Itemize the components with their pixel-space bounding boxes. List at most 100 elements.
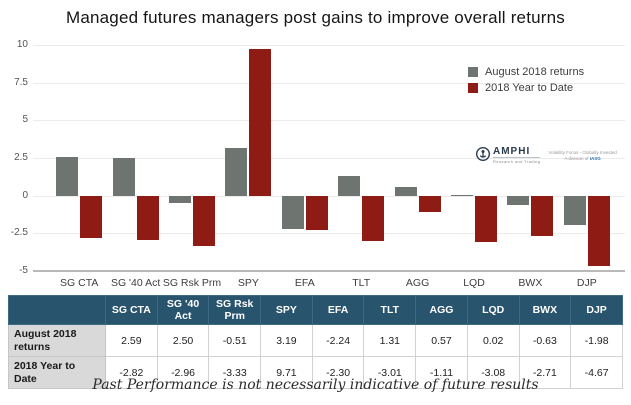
x-category-label-1: SG '40 Act: [110, 277, 161, 289]
table-header-sg-40-act: SG '40 Act: [156, 295, 210, 325]
bar-august-2: [169, 195, 191, 204]
gridline-y-7.5: [33, 82, 625, 84]
gridline-y-5: [33, 120, 625, 122]
bar-ytd-7: [475, 195, 497, 243]
bar-ytd-4: [305, 195, 328, 231]
legend-swatch-august: [468, 67, 478, 77]
table-cell-1-4: -2.30: [311, 356, 365, 390]
bar-ytd-5: [362, 195, 385, 241]
table-cell-0-6: 0.57: [415, 323, 468, 358]
amphi-tagline-1: Volatility Focus - Globally Invested: [548, 150, 617, 155]
y-tick-label-0: 0: [22, 189, 28, 201]
bar-august-1: [112, 158, 135, 196]
table-cell-1-9: -4.67: [570, 356, 623, 390]
table-row-label-1: 2018 Year to Date: [8, 356, 106, 390]
bar-ytd-6: [418, 195, 441, 213]
bar-ytd-0: [80, 195, 103, 239]
table-header-tlt: TLT: [363, 295, 417, 325]
x-category-label-6: AGG: [405, 277, 430, 289]
bar-august-8: [507, 195, 530, 206]
table-header-djp: DJP: [570, 295, 623, 325]
y-tick-label-2.5: 2.5: [14, 152, 28, 163]
performance-table-head: SG CTA SG '40 Act SG Rsk Prm SPY EFA TLT AGG LQ…: [8, 295, 623, 325]
amphi-logo-text: AMPHI Research and Trading: [493, 146, 541, 164]
table-cell-1-1: -2.96: [156, 356, 210, 390]
gridline-y-10: [33, 45, 625, 46]
x-category-label-5: TLT: [352, 277, 371, 289]
bar-august-4: [281, 195, 304, 230]
disclaimer-text: Past Performance is not necessarily indi…: [92, 377, 539, 393]
chart-legend: August 2018 returns 2018 Year to Date: [468, 66, 584, 98]
bar-ytd-1: [136, 195, 159, 241]
bar-ytd-9: [587, 195, 610, 267]
table-header-spy: SPY: [260, 295, 313, 325]
chart-title: Managed futures managers post gains to i…: [65, 8, 566, 27]
bar-august-3: [225, 147, 248, 196]
table-header-sg-cta: SG CTA: [105, 295, 158, 325]
performance-table-body: August 2018 returns 2.59 2.50 -0.51 3.19 -2.2…: [8, 323, 623, 390]
returns-bar-chart: Managed futures managers post gains to i…: [10, 8, 625, 289]
table-header-lqd: LQD: [466, 295, 520, 325]
bar-august-6: [394, 187, 417, 196]
legend-label-august: August 2018 returns: [485, 66, 585, 78]
x-category-label-3: SPY: [237, 277, 259, 289]
table-cell-1-5: -3.01: [363, 356, 417, 390]
table-cell-1-6: -1.11: [415, 356, 468, 390]
amphi-tagline-2: A division of IASG: [548, 156, 617, 162]
x-category-label-2: SG Rsk Prm: [162, 277, 222, 289]
table-header-agg: AGG: [415, 295, 468, 325]
amphi-logo-taglines: Volatility Focus - Globally Invested A d…: [548, 150, 617, 162]
bar-ytd-2: [193, 195, 215, 246]
x-category-label-8: BWX: [518, 277, 543, 289]
bar-ytd-8: [531, 195, 554, 237]
x-category-label-4: EFA: [294, 277, 315, 289]
table-row-0: August 2018 returns 2.59 2.50 -0.51 3.19 -2.2…: [8, 323, 623, 358]
table-cell-0-4: -2.24: [311, 323, 365, 358]
table-cell-1-8: -2.71: [518, 356, 572, 390]
amphi-logo-subtitle: Research and Trading: [493, 157, 541, 164]
gridline-y-0: [33, 195, 625, 197]
table-cell-0-5: 1.31: [363, 323, 417, 358]
legend-label-ytd: 2018 Year to Date: [485, 82, 574, 94]
legend-item-ytd: 2018 Year to Date: [468, 82, 584, 94]
y-tick-label-10: 10: [16, 39, 28, 50]
table-cell-1-2: -3.33: [208, 356, 262, 390]
table-cell-1-3: 9.71: [260, 356, 313, 390]
table-cell-0-9: -1.98: [570, 323, 623, 358]
amphi-tagline-2-link: IASG: [589, 156, 601, 161]
y-tick-label-5: 5: [22, 114, 28, 126]
bar-august-5: [338, 175, 361, 196]
performance-table: SG CTA SG '40 Act SG Rsk Prm SPY EFA TLT AGG LQ…: [8, 295, 623, 390]
table-cell-0-0: 2.59: [105, 323, 158, 358]
table-header-sg-rsk-prm: SG Rsk Prm: [208, 295, 262, 325]
amphi-logo-icon: [476, 147, 490, 161]
amphi-tagline-2-prefix: A division of: [564, 156, 590, 161]
table-cell-0-7: 0.02: [466, 323, 520, 358]
table-cell-0-1: 2.50: [156, 323, 210, 358]
bar-august-7: [451, 194, 473, 196]
table-row-1: 2018 Year to Date -2.82 -2.96 -3.33 9.71 -2.3…: [8, 356, 623, 390]
x-category-label-9: DJP: [576, 277, 597, 289]
table-cell-0-2: -0.51: [208, 323, 262, 358]
table-header-bwx: BWX: [518, 295, 572, 325]
y-tick-label--2.5: -2.5: [10, 227, 28, 239]
y-tick-label-7.5: 7.5: [14, 76, 28, 88]
table-corner-cell: [8, 295, 106, 325]
legend-item-august: August 2018 returns: [468, 66, 584, 78]
bar-august-9: [563, 195, 586, 226]
table-cell-0-8: -0.63: [518, 323, 572, 358]
y-tick-label--5: -5: [19, 265, 28, 276]
plot-area: SG CTA SG '40 Act SG Rsk Prm SPY EFA TLT AGG LQ…: [33, 45, 625, 289]
x-category-label-0: SG CTA: [60, 277, 99, 289]
x-category-label-7: LQD: [463, 277, 485, 289]
table-cell-0-3: 3.19: [260, 323, 313, 358]
amphi-logo: AMPHI Research and Trading Volatility Fo…: [476, 146, 617, 164]
gridline-y--2.5: [33, 233, 625, 235]
table-cell-1-7: -3.08: [466, 356, 520, 390]
legend-swatch-ytd: [468, 83, 478, 93]
gridline-y--5: [33, 270, 625, 272]
amphi-logo-name: AMPHI: [493, 146, 531, 157]
bar-ytd-3: [249, 49, 272, 196]
table-row-label-0: August 2018 returns: [8, 323, 106, 358]
